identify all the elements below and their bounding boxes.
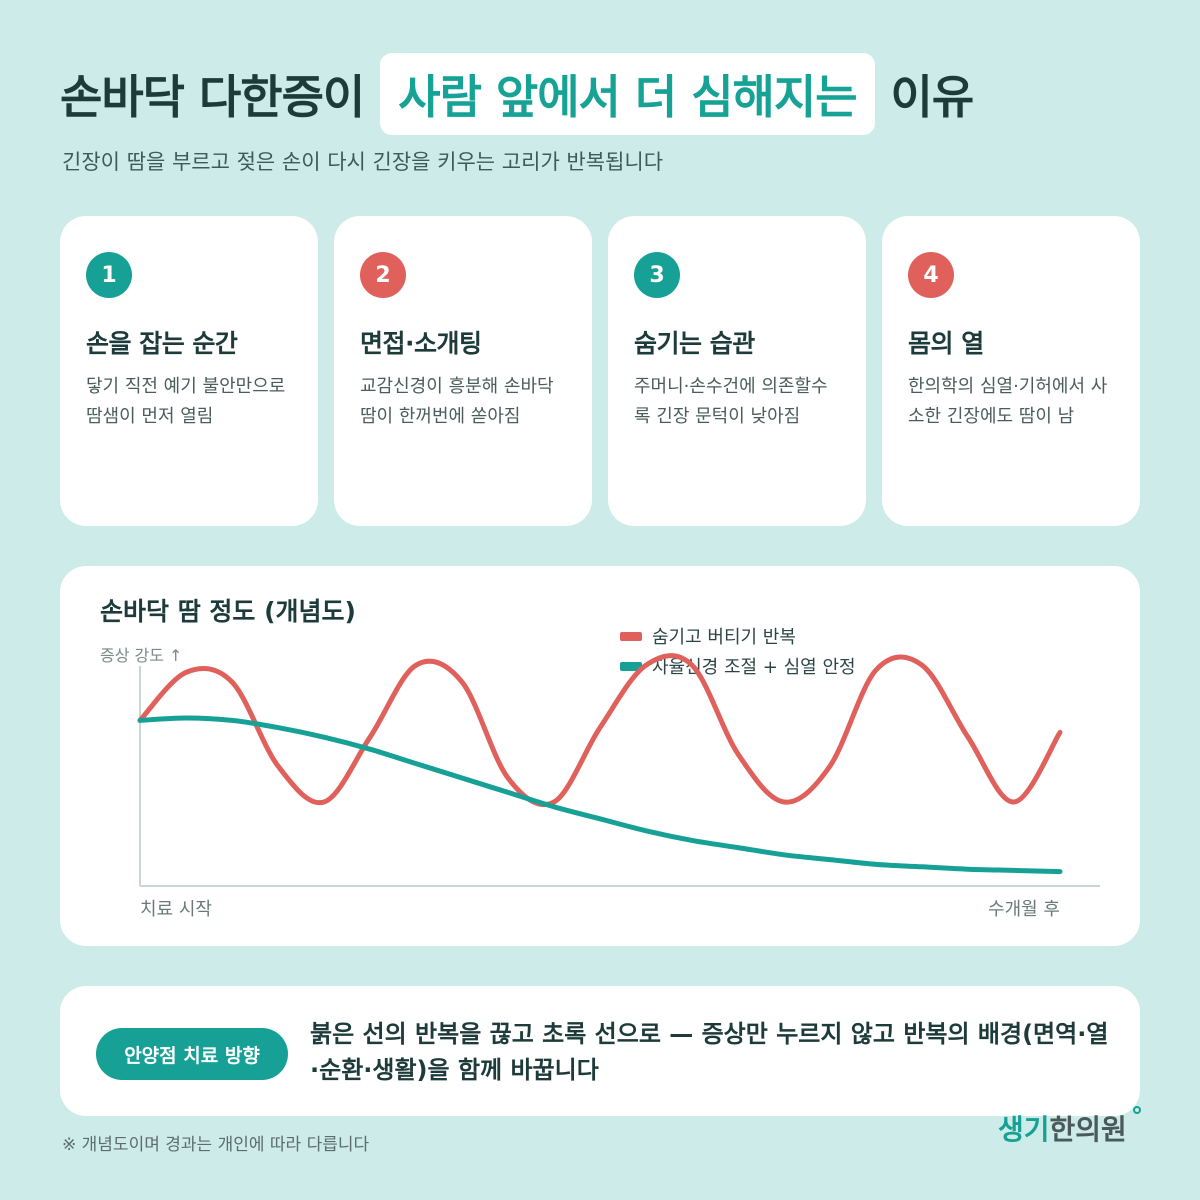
reason-cards: 1 손을 잡는 순간 닿기 직전 예기 불안만으로 땀샘이 먼저 열림 2 면접… bbox=[60, 216, 1140, 526]
logo-text-part2: 한의원 bbox=[1049, 1113, 1127, 1146]
subtitle: 긴장이 땀을 부르고 젖은 손이 다시 긴장을 키우는 고리가 반복됩니다 bbox=[62, 150, 664, 174]
clinic-logo: 생기한의원 bbox=[998, 1106, 1141, 1148]
page-title: 손바닥 다한증이 사람 앞에서 더 심해지는 이유 bbox=[60, 52, 975, 136]
card-number-badge: 1 bbox=[86, 252, 132, 298]
reason-card-3: 3 숨기는 습관 주머니·손수건에 의존할수록 긴장 문턱이 낮아짐 bbox=[608, 216, 866, 526]
card-number-badge: 2 bbox=[360, 252, 406, 298]
series-line-red bbox=[137, 653, 1063, 808]
card-description: 교감신경이 흥분해 손바닥 땀이 한꺼번에 쏟아짐 bbox=[360, 376, 554, 427]
legend-label-red: 숨기고 버티기 반복 bbox=[652, 627, 796, 648]
reason-card-4: 4 몸의 열 한의학의 심열·기허에서 사소한 긴장에도 땀이 남 bbox=[882, 216, 1140, 526]
legend-label-teal: 자율신경 조절 + 심열 안정 bbox=[652, 657, 856, 678]
reason-card-2: 2 면접·소개팅 교감신경이 흥분해 손바닥 땀이 한꺼번에 쏟아짐 bbox=[334, 216, 592, 526]
title-highlight: 사람 앞에서 더 심해지는 bbox=[380, 53, 875, 135]
x-end-label: 수개월 후 bbox=[988, 899, 1060, 920]
x-start-label: 치료 시작 bbox=[140, 899, 212, 920]
treatment-direction-badge: 안양점 치료 방향 bbox=[96, 1028, 288, 1080]
card-description: 주머니·손수건에 의존할수록 긴장 문턱이 낮아짐 bbox=[634, 376, 828, 427]
series-line-teal bbox=[137, 715, 1063, 875]
reason-card-1: 1 손을 잡는 순간 닿기 직전 예기 불안만으로 땀샘이 먼저 열림 bbox=[60, 216, 318, 526]
card-description: 한의학의 심열·기허에서 사소한 긴장에도 땀이 남 bbox=[908, 376, 1108, 427]
y-axis-label: 증상 강도 ↑ bbox=[100, 646, 182, 665]
logo-text-part1: 생기 bbox=[998, 1113, 1050, 1146]
chart-panel: 손바닥 땀 정도 (개념도) 증상 강도 ↑ 치료 시작 수개월 후 숨기고 버… bbox=[60, 566, 1140, 946]
card-title: 숨기는 습관 bbox=[634, 329, 755, 358]
logo-dot-icon bbox=[1132, 1106, 1141, 1114]
card-title: 면접·소개팅 bbox=[360, 329, 482, 358]
legend-swatch-teal bbox=[620, 662, 642, 671]
card-number-badge: 4 bbox=[908, 252, 954, 298]
footnote: ※ 개념도이며 경과는 개인에 따라 다릅니다 bbox=[62, 1135, 370, 1155]
title-text: 손바닥 다한증이 bbox=[60, 70, 365, 124]
card-title: 몸의 열 bbox=[908, 329, 984, 358]
sweat-chart: 증상 강도 ↑ 치료 시작 수개월 후 숨기고 버티기 반복 자율신경 조절 +… bbox=[100, 627, 1100, 920]
legend-swatch-red bbox=[620, 632, 642, 641]
card-number-badge: 3 bbox=[634, 252, 680, 298]
card-description: 닿기 직전 예기 불안만으로 땀샘이 먼저 열림 bbox=[86, 376, 286, 427]
chart-title: 손바닥 땀 정도 (개념도) bbox=[100, 597, 356, 626]
treatment-direction-panel: 안양점 치료 방향 붉은 선의 반복을 끊고 초록 선으로 — 증상만 누르지 … bbox=[60, 986, 1140, 1116]
treatment-direction-text: 붉은 선의 반복을 끊고 초록 선으로 — 증상만 누르지 않고 반복의 배경(… bbox=[310, 1020, 1109, 1084]
card-title: 손을 잡는 순간 bbox=[86, 329, 238, 358]
title-text-end: 이유 bbox=[890, 70, 975, 124]
